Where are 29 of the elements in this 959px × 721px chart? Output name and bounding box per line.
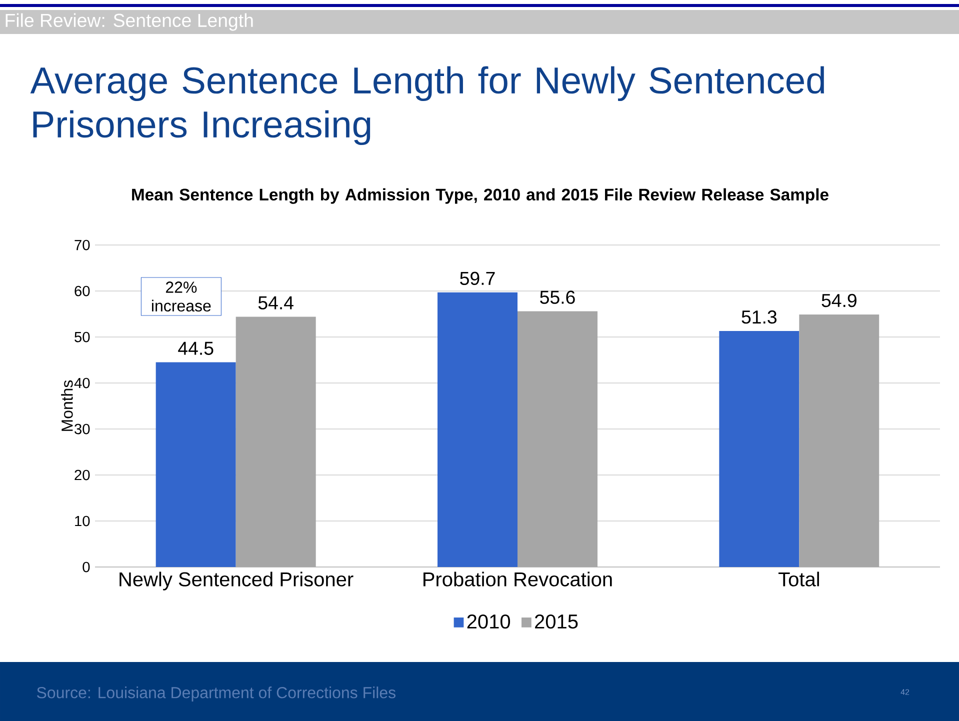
legend-label: 2015	[535, 614, 578, 629]
data-label: 55.6	[540, 290, 575, 304]
x-tick-label: Total	[778, 572, 819, 586]
y-tick-label: 60	[74, 286, 90, 296]
legend-label: 2010	[467, 614, 510, 629]
y-tick-label: 20	[74, 470, 90, 480]
y-tick-label: 40	[74, 378, 90, 388]
data-label: 54.9	[822, 294, 856, 308]
chart-title: Average Sentence Length for Newly Sentenced Prisoners Increasing	[30, 66, 824, 146]
chart-subtitle: Mean Sentence Length by Admission Type, 2010 and 2015 File Review Release Sample	[132, 188, 828, 204]
bar	[438, 292, 518, 568]
y-tick-label: 0	[82, 562, 90, 572]
data-label: 51.3	[742, 310, 777, 324]
source-note: Source: Louisiana Department of Corrections Files	[37, 686, 396, 702]
y-tick-label: 50	[74, 332, 90, 342]
x-tick-label: Probation Revocation	[424, 572, 612, 586]
data-label: 54.4	[258, 296, 294, 310]
bar	[719, 331, 800, 568]
data-label: 59.7	[460, 272, 495, 286]
data-label: 44.5	[178, 342, 214, 355]
y-tick-label: 70	[74, 240, 90, 250]
bar	[156, 362, 236, 568]
y-tick-label: 10	[75, 516, 90, 526]
y-tick-label: 30	[74, 424, 90, 434]
x-tick-label: Newly Sentenced Prisoner	[120, 572, 354, 590]
text: 42	[900, 689, 910, 695]
annotation: 22% increase	[152, 282, 211, 312]
y-axis-title: Months	[61, 380, 73, 431]
text: File Review: Sentence Length	[6, 13, 253, 31]
